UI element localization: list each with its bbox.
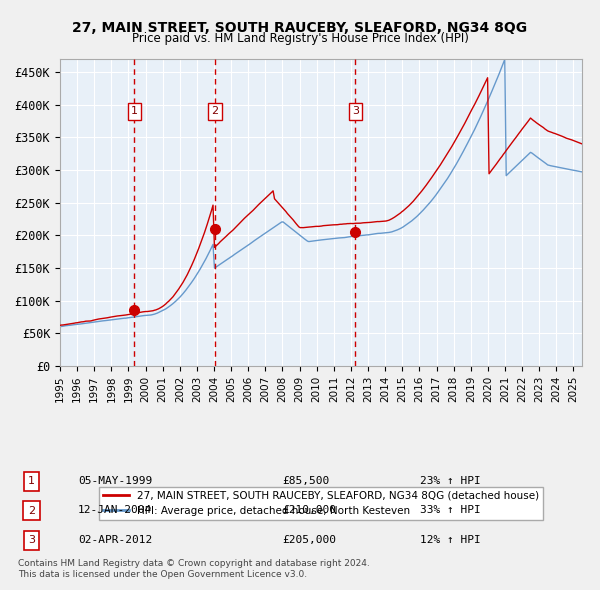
Text: 23% ↑ HPI: 23% ↑ HPI	[420, 476, 481, 486]
Text: 3: 3	[28, 535, 35, 545]
Text: Price paid vs. HM Land Registry's House Price Index (HPI): Price paid vs. HM Land Registry's House …	[131, 32, 469, 45]
Text: £210,000: £210,000	[282, 506, 336, 515]
Text: £85,500: £85,500	[282, 476, 329, 486]
Text: 1: 1	[131, 106, 138, 116]
Text: Contains HM Land Registry data © Crown copyright and database right 2024.: Contains HM Land Registry data © Crown c…	[18, 559, 370, 568]
Text: 05-MAY-1999: 05-MAY-1999	[78, 476, 152, 486]
Text: This data is licensed under the Open Government Licence v3.0.: This data is licensed under the Open Gov…	[18, 571, 307, 579]
Text: 12-JAN-2004: 12-JAN-2004	[78, 506, 152, 515]
Text: 1: 1	[28, 476, 35, 486]
Text: 02-APR-2012: 02-APR-2012	[78, 535, 152, 545]
Text: 2: 2	[28, 506, 35, 516]
Legend: 27, MAIN STREET, SOUTH RAUCEBY, SLEAFORD, NG34 8QG (detached house), HPI: Averag: 27, MAIN STREET, SOUTH RAUCEBY, SLEAFORD…	[98, 487, 544, 520]
Text: 3: 3	[352, 106, 359, 116]
Text: 33% ↑ HPI: 33% ↑ HPI	[420, 506, 481, 515]
Text: 12% ↑ HPI: 12% ↑ HPI	[420, 535, 481, 545]
Text: 27, MAIN STREET, SOUTH RAUCEBY, SLEAFORD, NG34 8QG: 27, MAIN STREET, SOUTH RAUCEBY, SLEAFORD…	[73, 21, 527, 35]
Text: 2: 2	[211, 106, 218, 116]
Text: £205,000: £205,000	[282, 535, 336, 545]
